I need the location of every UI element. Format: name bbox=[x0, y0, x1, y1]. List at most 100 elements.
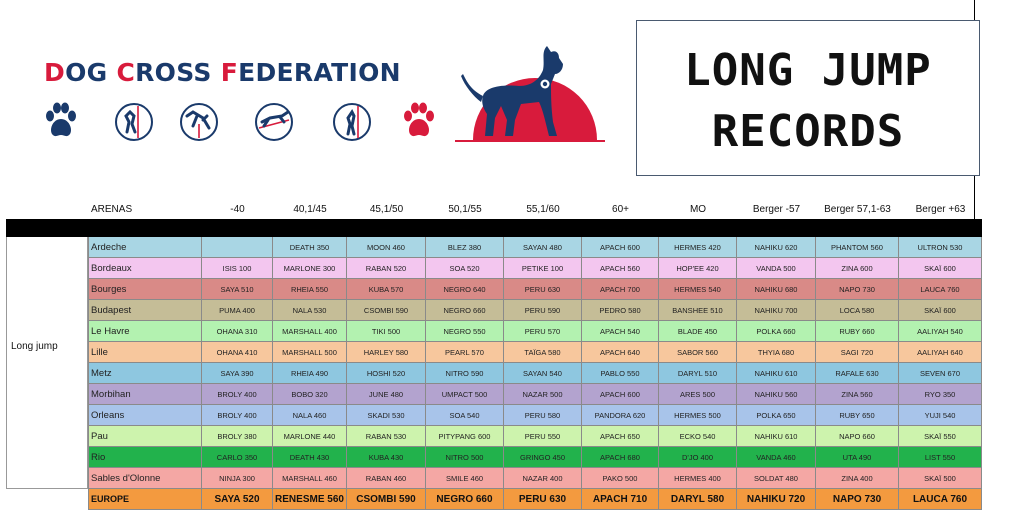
record-cell: THYIA 680 bbox=[737, 342, 816, 363]
table-row: Metz SAYA 390 RHEIA 490 HOSHI 520 NITRO 590 S… bbox=[88, 363, 982, 384]
record-cell: PERU 630 bbox=[504, 279, 582, 300]
record-cell: ULTRON 530 bbox=[899, 237, 982, 258]
record-cell: KUBA 570 bbox=[347, 279, 426, 300]
arena-name-cell: Bordeaux bbox=[88, 258, 202, 279]
record-cell: BLADE 450 bbox=[659, 321, 737, 342]
arena-name-cell: Morbihan bbox=[88, 384, 202, 405]
record-cell: APACH 700 bbox=[582, 279, 659, 300]
record-cell: CSOMBI 590 bbox=[347, 489, 426, 510]
brand-letter-c: C bbox=[116, 58, 136, 87]
arena-name-cell: Budapest bbox=[88, 300, 202, 321]
record-cell: LOCA 580 bbox=[816, 300, 899, 321]
record-cell: ZINA 600 bbox=[816, 258, 899, 279]
table-row: Le Havre OHANA 310 MARSHALL 400 TIKI 500 NEG… bbox=[88, 321, 982, 342]
record-cell: ARES 500 bbox=[659, 384, 737, 405]
brand-letter-d: D bbox=[44, 58, 66, 87]
record-cell: MARLONE 440 bbox=[273, 426, 347, 447]
record-cell: NAHIKU 680 bbox=[737, 279, 816, 300]
record-cell: AALIYAH 640 bbox=[899, 342, 982, 363]
table-row: Morbihan BROLY 400 BOBO 320 JUNE 480 UMPACT … bbox=[88, 384, 982, 405]
arena-name-cell: Sables d'Olonne bbox=[88, 468, 202, 489]
record-cell: HOP'EE 420 bbox=[659, 258, 737, 279]
arena-name-cell: Lille bbox=[88, 342, 202, 363]
record-cell: MARSHALL 500 bbox=[273, 342, 347, 363]
record-cell: HERMES 420 bbox=[659, 237, 737, 258]
column-header: 40,1/45 bbox=[293, 204, 327, 215]
arena-name-cell: Le Havre bbox=[88, 321, 202, 342]
record-cell: MARLONE 300 bbox=[273, 258, 347, 279]
record-cell: BLEZ 380 bbox=[426, 237, 504, 258]
column-header: -40 bbox=[230, 204, 245, 215]
column-header: MO bbox=[689, 204, 707, 215]
record-cell: UTA 490 bbox=[816, 447, 899, 468]
record-cell: HERMES 500 bbox=[659, 405, 737, 426]
paw-icon bbox=[46, 102, 76, 137]
table-row: Ardeche DEATH 350 MOON 460 BLEZ 380 SAYAN 48… bbox=[88, 237, 982, 258]
arena-name-cell: Pau bbox=[88, 426, 202, 447]
record-cell: RABAN 530 bbox=[347, 426, 426, 447]
record-cell: RAFALE 630 bbox=[816, 363, 899, 384]
record-cell: PUMA 400 bbox=[202, 300, 273, 321]
europe-row: EUROPE SAYA 520 RENESME 560 CSOMBI 590 NEGRO… bbox=[88, 489, 982, 510]
record-cell: APACH 600 bbox=[582, 384, 659, 405]
record-cell: SKAÏ 500 bbox=[899, 468, 982, 489]
record-cell: NALA 530 bbox=[273, 300, 347, 321]
record-cell: ISIS 100 bbox=[202, 258, 273, 279]
record-cell: SAYA 520 bbox=[202, 489, 273, 510]
record-cell: NINJA 300 bbox=[202, 468, 273, 489]
arena-name-cell: Bourges bbox=[88, 279, 202, 300]
table-row: Budapest PUMA 400 NALA 530 CSOMBI 590 NEGRO … bbox=[88, 300, 982, 321]
record-cell: ZINA 400 bbox=[816, 468, 899, 489]
record-cell: MOON 460 bbox=[347, 237, 426, 258]
record-cell: LAUCA 760 bbox=[899, 279, 982, 300]
arena-name-cell: Rio bbox=[88, 447, 202, 468]
record-cell: AALIYAH 540 bbox=[899, 321, 982, 342]
record-cell: NAHIKU 560 bbox=[737, 384, 816, 405]
record-cell: NAHIKU 720 bbox=[737, 489, 816, 510]
record-cell: NEGRO 660 bbox=[426, 300, 504, 321]
record-cell: HOSHI 520 bbox=[347, 363, 426, 384]
record-cell: MARSHALL 400 bbox=[273, 321, 347, 342]
record-cell: RABAN 520 bbox=[347, 258, 426, 279]
record-cell: PERU 550 bbox=[504, 426, 582, 447]
record-cell: NEGRO 550 bbox=[426, 321, 504, 342]
record-cell: NAHIKU 610 bbox=[737, 363, 816, 384]
arenas-header: ARENAS bbox=[91, 204, 133, 215]
record-cell: DARYL 510 bbox=[659, 363, 737, 384]
record-cell: GRINGO 450 bbox=[504, 447, 582, 468]
arena-name-cell: Ardeche bbox=[88, 237, 202, 258]
hurdle-jump-icon bbox=[180, 103, 218, 141]
record-cell: SOA 540 bbox=[426, 405, 504, 426]
discipline-label: Long jump bbox=[11, 341, 58, 352]
record-cell: SAYAN 480 bbox=[504, 237, 582, 258]
record-cell: NAZAR 500 bbox=[504, 384, 582, 405]
record-cell: APACH 560 bbox=[582, 258, 659, 279]
record-cell: APACH 680 bbox=[582, 447, 659, 468]
column-header: 50,1/55 bbox=[448, 204, 482, 215]
record-cell: PERU 570 bbox=[504, 321, 582, 342]
record-cell: JUNE 480 bbox=[347, 384, 426, 405]
record-cell: HARLEY 580 bbox=[347, 342, 426, 363]
record-cell: VANDA 460 bbox=[737, 447, 816, 468]
record-cell: APACH 650 bbox=[582, 426, 659, 447]
record-cell: BROLY 380 bbox=[202, 426, 273, 447]
record-cell: PEDRO 580 bbox=[582, 300, 659, 321]
record-cell: UMPACT 500 bbox=[426, 384, 504, 405]
record-cell: SABOR 560 bbox=[659, 342, 737, 363]
record-cell: NAPO 730 bbox=[816, 279, 899, 300]
record-cell: OHANA 310 bbox=[202, 321, 273, 342]
record-cell: NAZAR 400 bbox=[504, 468, 582, 489]
record-cell: RHEIA 490 bbox=[273, 363, 347, 384]
record-cell: RYO 350 bbox=[899, 384, 982, 405]
record-cell: NALA 460 bbox=[273, 405, 347, 426]
discipline-icons bbox=[44, 102, 444, 142]
record-cell: NAPO 660 bbox=[816, 426, 899, 447]
title-line-2: RECORDS bbox=[711, 106, 905, 157]
record-cell: LAUCA 760 bbox=[899, 489, 982, 510]
record-cell: HERMES 400 bbox=[659, 468, 737, 489]
record-cell: POLKA 650 bbox=[737, 405, 816, 426]
record-cell: APACH 640 bbox=[582, 342, 659, 363]
record-cell: SKAÏ 600 bbox=[899, 258, 982, 279]
record-cell: ZINA 560 bbox=[816, 384, 899, 405]
high-jump-icon bbox=[115, 103, 153, 141]
